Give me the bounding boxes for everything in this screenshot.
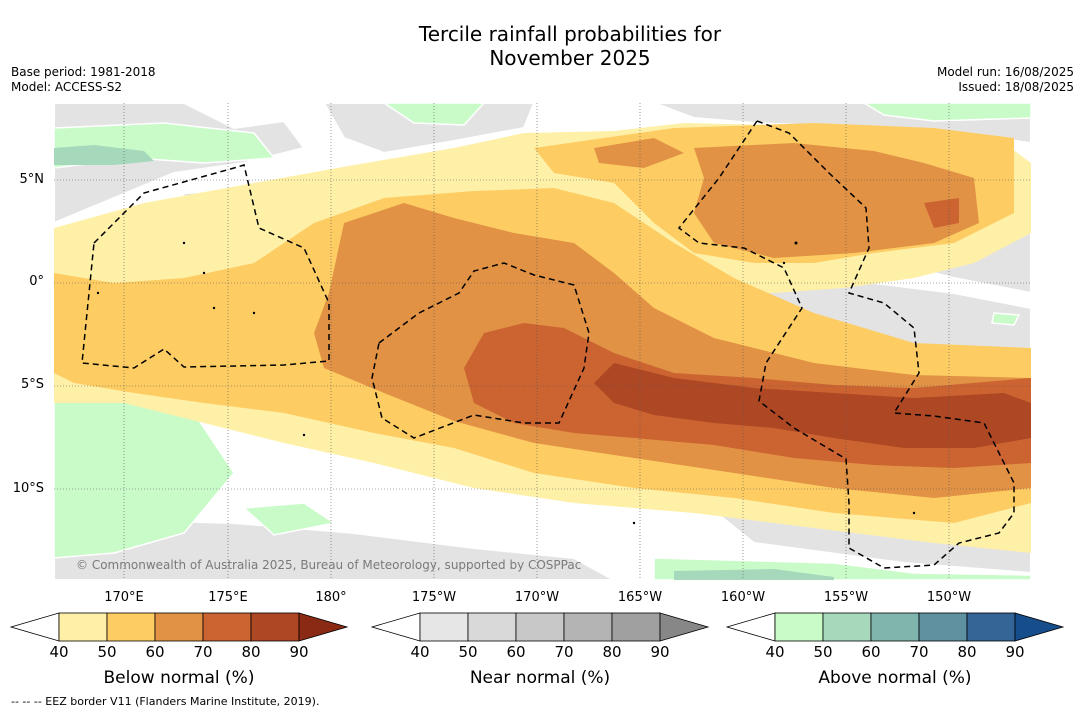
islands <box>96 241 916 525</box>
below-normal-80-areas <box>594 363 1031 448</box>
near-normal-min-arrow <box>371 612 421 642</box>
above-normal-tick-80: 80 <box>957 643 977 661</box>
near-normal-max-arrow <box>659 612 710 642</box>
rainfall-probability-map <box>54 103 1031 580</box>
gridlines <box>54 103 1031 580</box>
below-normal-swatch-3 <box>154 612 204 642</box>
lon-label-170w: 170°W <box>514 590 560 605</box>
title-line-1: Tercile rainfall probabilities for <box>418 22 722 46</box>
above-normal-swatch-3 <box>870 612 920 642</box>
lon-label-155w: 155°W <box>823 590 869 605</box>
lon-label-160w: 160°W <box>720 590 766 605</box>
lat-label-5s: 5°S <box>20 377 44 392</box>
below-normal-swatch-2 <box>106 612 156 642</box>
above-normal-50-areas <box>54 145 834 580</box>
lat-label-5n: 5°N <box>19 172 45 187</box>
above-normal-swatch-5 <box>966 612 1016 642</box>
near-normal-swatch-1 <box>419 612 469 642</box>
model-run-date: Model run: 16/08/2025 <box>936 65 1074 79</box>
below-normal-tick-80: 80 <box>241 643 261 661</box>
above-normal-label: Above normal (%) <box>818 668 972 688</box>
near-normal-colorbar <box>371 612 710 642</box>
above-normal-tick-60: 60 <box>861 643 881 661</box>
above-normal-tick-40: 40 <box>765 643 785 661</box>
below-normal-tick-70: 70 <box>193 643 213 661</box>
lon-label-170e: 170°E <box>104 590 144 605</box>
model-name: Model: ACCESS-S2 <box>11 80 123 94</box>
lon-label-180: 180° <box>315 590 347 605</box>
below-normal-tick-90: 90 <box>289 643 309 661</box>
below-normal-label: Below normal (%) <box>103 668 255 688</box>
above-normal-swatch-1 <box>774 612 824 642</box>
near-normal-swatch-3 <box>515 612 565 642</box>
above-normal-swatch-4 <box>918 612 968 642</box>
near-normal-tick-80: 80 <box>602 643 622 661</box>
near-normal-tick-70: 70 <box>554 643 574 661</box>
eez-borders <box>81 120 1015 569</box>
eez-border-footnote: -- -- -- EEZ border V11 (Flanders Marine… <box>11 695 320 708</box>
above-normal-swatch-2 <box>822 612 872 642</box>
below-normal-colorbar <box>10 612 349 642</box>
lon-label-150w: 150°W <box>926 590 972 605</box>
below-normal-swatch-5 <box>250 612 300 642</box>
above-normal-max-arrow <box>1014 612 1065 642</box>
near-normal-swatch-5 <box>611 612 661 642</box>
above-normal-tick-90: 90 <box>1005 643 1025 661</box>
lon-label-175e: 175°E <box>208 590 248 605</box>
near-normal-label: Near normal (%) <box>469 668 611 688</box>
near-normal-tick-60: 60 <box>506 643 526 661</box>
issued-date: Issued: 18/08/2025 <box>958 80 1074 94</box>
map-copyright: © Commonwealth of Australia 2025, Bureau… <box>76 558 582 572</box>
near-normal-swatch-4 <box>563 612 613 642</box>
near-normal-tick-90: 90 <box>650 643 670 661</box>
near-normal-tick-50: 50 <box>458 643 478 661</box>
below-normal-tick-60: 60 <box>145 643 165 661</box>
lat-label-0: 0° <box>29 274 44 289</box>
below-normal-min-arrow <box>10 612 60 642</box>
lat-label-10s: 10°S <box>12 481 44 496</box>
above-normal-tick-70: 70 <box>909 643 929 661</box>
below-normal-swatch-4 <box>202 612 252 642</box>
above-normal-tick-50: 50 <box>813 643 833 661</box>
near-normal-swatch-2 <box>467 612 517 642</box>
map-title: Tercile rainfall probabilities for Novem… <box>0 22 1085 70</box>
above-normal-colorbar <box>726 612 1065 642</box>
above-normal-min-arrow <box>726 612 776 642</box>
meta-left: Base period: 1981-2018 Model: ACCESS-S2 <box>11 65 156 95</box>
below-normal-max-arrow <box>298 612 349 642</box>
near-normal-tick-40: 40 <box>410 643 430 661</box>
below-normal-tick-50: 50 <box>97 643 117 661</box>
lon-label-175w: 175°W <box>411 590 457 605</box>
meta-right: Model run: 16/08/2025 Issued: 18/08/2025 <box>937 65 1074 95</box>
lon-label-165w: 165°W <box>617 590 663 605</box>
below-normal-tick-40: 40 <box>49 643 69 661</box>
title-line-2: November 2025 <box>489 46 651 70</box>
base-period: Base period: 1981-2018 <box>11 65 156 79</box>
below-normal-swatch-1 <box>58 612 108 642</box>
